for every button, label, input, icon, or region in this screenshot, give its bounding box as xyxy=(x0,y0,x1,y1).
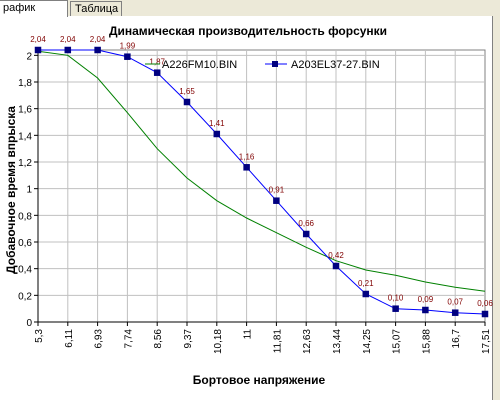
data-label: 1,16 xyxy=(239,152,255,161)
series-line-1 xyxy=(37,50,486,292)
data-point xyxy=(273,197,280,204)
y-tick-label: 1,8 xyxy=(18,78,32,89)
tab-bar: рафик Таблица xyxy=(0,0,500,17)
data-point xyxy=(124,53,131,60)
data-label: 1,41 xyxy=(209,119,225,128)
x-tick-label: 9,37 xyxy=(183,329,194,349)
x-tick-label: 8,56 xyxy=(153,329,164,349)
legend-marker-2 xyxy=(272,61,278,67)
data-point xyxy=(243,164,250,171)
x-tick-label: 13,44 xyxy=(332,329,343,354)
y-tick-label: 0,2 xyxy=(18,291,32,302)
y-axis-label: Добавочное время впрыска xyxy=(4,106,18,274)
data-point xyxy=(64,46,72,54)
x-tick-label: 14,25 xyxy=(362,329,373,354)
data-label: 2,04 xyxy=(60,35,76,44)
x-tick-label: 15,88 xyxy=(421,329,432,354)
data-label: 2,04 xyxy=(30,35,46,44)
x-tick-label: 10,18 xyxy=(213,329,224,354)
data-point xyxy=(362,290,370,298)
data-label: 1,87 xyxy=(149,58,165,67)
data-point xyxy=(422,306,429,314)
data-point xyxy=(213,130,221,138)
data-point xyxy=(153,69,161,76)
window-edge xyxy=(493,16,500,400)
data-point xyxy=(183,98,191,106)
chart-title: Динамическая производительность форсунки xyxy=(109,24,387,38)
x-tick-label: 6,11 xyxy=(64,329,75,348)
data-label: 0,42 xyxy=(328,251,344,260)
data-label: 0,09 xyxy=(418,295,434,304)
data-label: 0,66 xyxy=(298,219,314,228)
x-tick-label: 11,81 xyxy=(272,329,283,354)
legend-label-2: A203EL37-27.BIN xyxy=(291,59,380,71)
x-axis-label: Бортовое напряжение xyxy=(193,373,326,387)
data-label: 0,21 xyxy=(358,279,374,288)
x-tick-label: 12,63 xyxy=(302,329,313,354)
data-label: 2,04 xyxy=(90,35,106,44)
data-point xyxy=(392,305,399,312)
data-label: 0,91 xyxy=(269,186,285,195)
data-label: 0,07 xyxy=(447,298,463,307)
data-label: 1,65 xyxy=(179,87,195,96)
y-tick-label: 1,6 xyxy=(18,105,32,116)
data-label: 0,10 xyxy=(388,294,404,303)
data-label: 1,99 xyxy=(120,42,136,51)
x-tick-label: 6,93 xyxy=(94,329,105,349)
data-point xyxy=(481,310,489,318)
y-tick-label: 2 xyxy=(26,51,32,62)
data-label: 0,06 xyxy=(477,299,493,308)
y-tick-label: 1 xyxy=(26,185,32,196)
tab-graph[interactable]: рафик xyxy=(0,0,68,17)
data-point xyxy=(34,46,42,54)
data-point xyxy=(94,46,101,54)
data-point xyxy=(332,262,340,270)
x-tick-label: 17,51 xyxy=(481,329,492,354)
tab-table[interactable]: Таблица xyxy=(70,1,122,16)
series-line-2 xyxy=(38,49,486,315)
x-tick-label: 15,07 xyxy=(392,329,403,354)
y-tick-label: 0 xyxy=(26,318,32,329)
y-tick-label: 0,6 xyxy=(18,238,32,249)
y-tick-label: 1,2 xyxy=(18,158,32,169)
plot-area xyxy=(37,49,486,323)
x-tick-label: 5,3 xyxy=(34,329,45,343)
x-tick-label: 7,74 xyxy=(123,329,134,349)
x-tick-label: 16,7 xyxy=(451,329,462,349)
x-tick-label: 11 xyxy=(243,329,254,340)
y-tick-label: 0,4 xyxy=(18,265,32,276)
data-point xyxy=(451,309,459,316)
legend-label-1: A226FM10.BIN xyxy=(162,59,237,71)
y-tick-label: 1,4 xyxy=(18,131,32,142)
y-tick-label: 0,8 xyxy=(18,211,32,222)
data-point xyxy=(302,230,310,238)
